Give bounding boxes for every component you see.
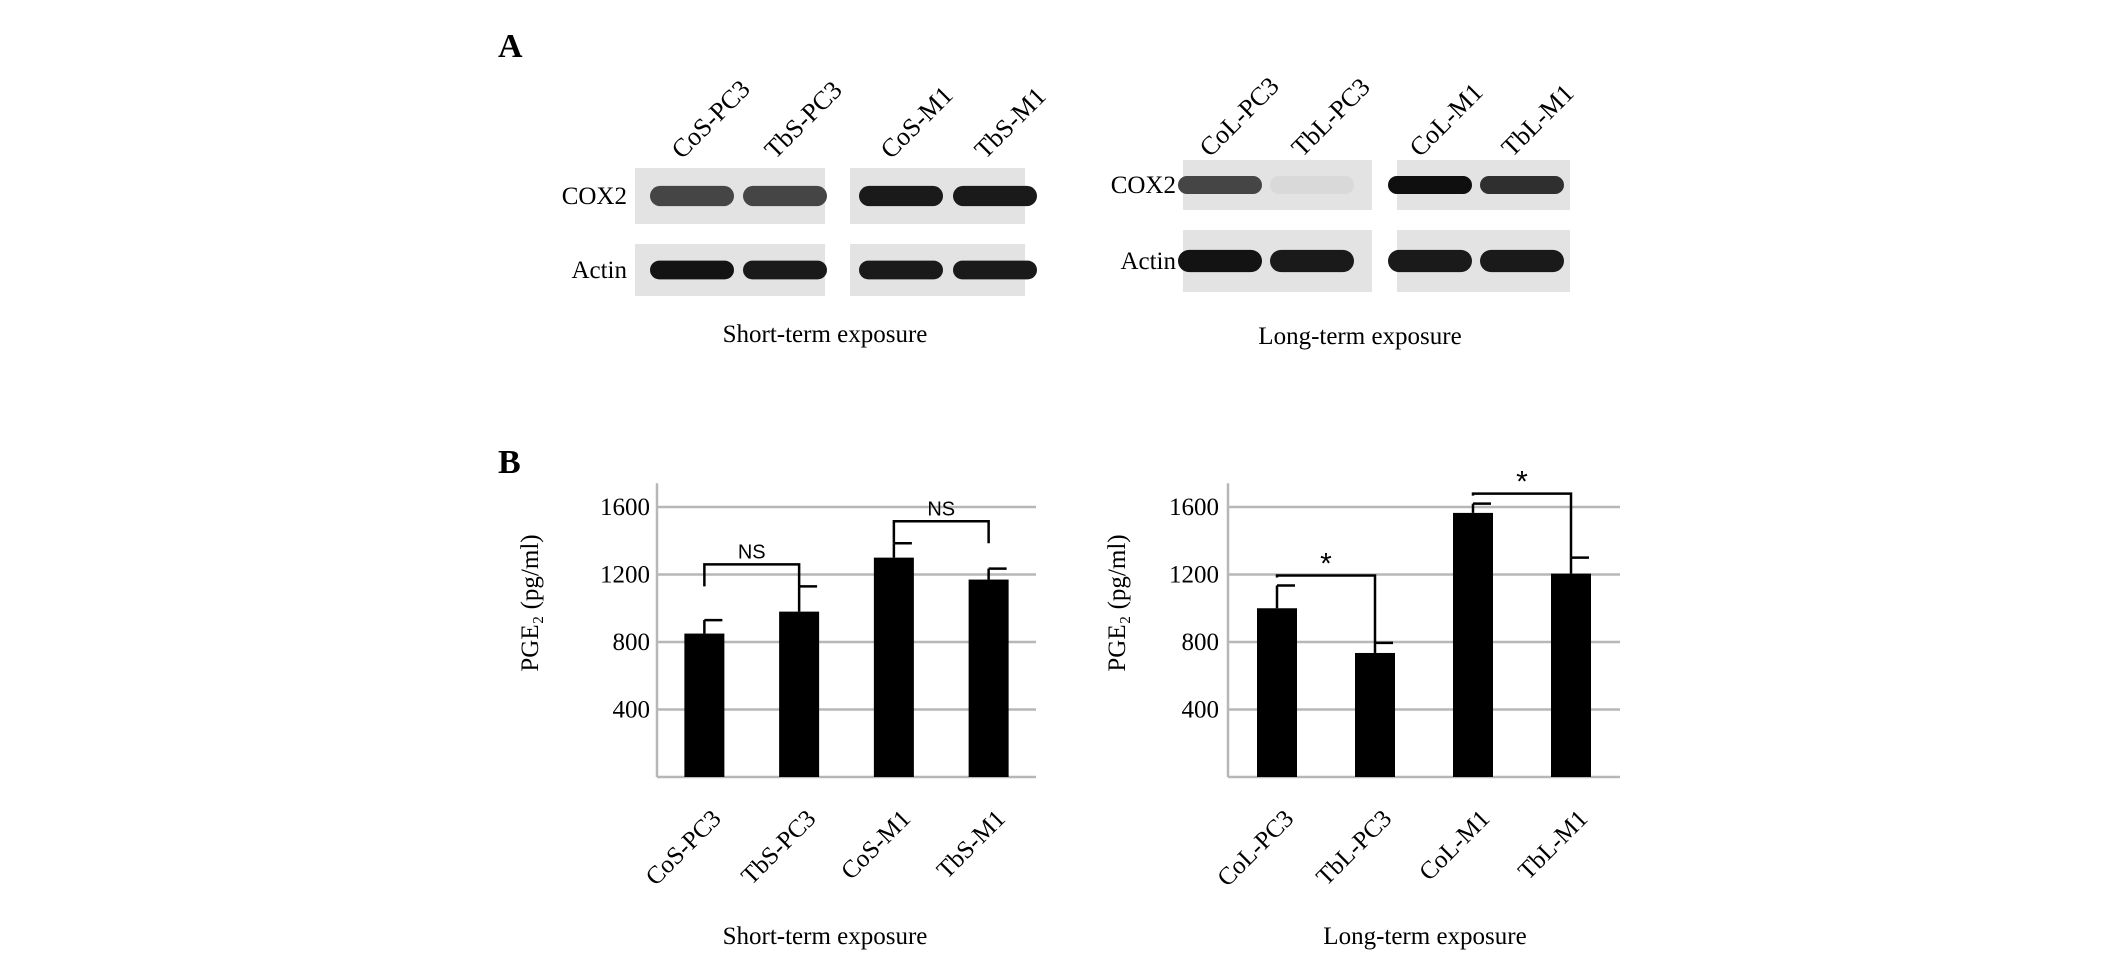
blot-band xyxy=(650,185,734,207)
blot-caption: Long-term exposure xyxy=(1258,323,1461,350)
bar xyxy=(1453,512,1493,777)
significance-bracket xyxy=(1275,574,1377,643)
y-tick-label: 400 xyxy=(1182,697,1220,724)
significance-label: * xyxy=(1516,466,1528,499)
bar xyxy=(684,633,725,777)
blot-band xyxy=(1178,176,1262,194)
blot-row-label: COX2 xyxy=(1111,172,1176,199)
blot-row-label: Actin xyxy=(1120,248,1176,275)
significance-label: NS xyxy=(927,498,955,520)
blot-lane-label: TbL-M1 xyxy=(1496,78,1580,162)
panel-b-letter: B xyxy=(498,444,521,481)
y-tick-label: 1200 xyxy=(1169,562,1219,589)
significance-label: NS xyxy=(738,541,766,563)
blot-lane-label: CoS-PC3 xyxy=(666,74,756,164)
blot-lane-label: TbS-PC3 xyxy=(759,75,848,164)
blot-lane-label: CoS-M1 xyxy=(875,80,959,164)
blot-lane-label: TbL-PC3 xyxy=(1286,72,1376,162)
blot-band xyxy=(1270,176,1354,194)
x-tick-label: CoL-PC3 xyxy=(1212,805,1299,892)
blot-lane-label: CoL-M1 xyxy=(1404,77,1489,162)
blot-band xyxy=(953,260,1037,280)
blot-band xyxy=(650,260,734,280)
western-blots: CoS-PC3 TbS-PC3 CoS-M1 TbS-M1 COX2 Actin Short… xyxy=(562,71,1580,350)
significance-label: * xyxy=(1320,547,1332,580)
blot-band xyxy=(1270,249,1354,273)
significance-bracket xyxy=(703,563,801,587)
y-tick-label: 1600 xyxy=(600,494,650,521)
y-tick-label: 400 xyxy=(613,697,651,724)
y-axis-label: PGE₂ (pg/ml) xyxy=(1104,534,1131,671)
significance-bracket xyxy=(1471,492,1573,558)
blot-band xyxy=(953,185,1037,207)
x-tick-label: CoS-PC3 xyxy=(641,805,727,891)
blot-lane-label: CoL-PC3 xyxy=(1194,71,1285,162)
x-tick-label: TbL-PC3 xyxy=(1311,805,1397,891)
blot-band xyxy=(1388,176,1472,194)
bar xyxy=(1551,573,1591,777)
x-tick-label: CoL-M1 xyxy=(1414,805,1495,886)
x-axis-label: Short-term exposure xyxy=(723,923,928,950)
y-tick-label: 800 xyxy=(613,629,651,656)
blot-row-label: Actin xyxy=(571,257,627,284)
bar xyxy=(779,611,820,777)
blot-caption: Short-term exposure xyxy=(723,321,928,348)
blot-band xyxy=(1480,249,1564,273)
blot-row-label: COX2 xyxy=(562,183,627,210)
bar-charts: 400 800 1200 1600 CoS-PC3 TbS-PC3 CoS-M1 TbS-M1… xyxy=(517,466,1620,950)
blot-1: CoS-PC3 TbS-PC3 CoS-M1 TbS-M1 COX2 Actin Short… xyxy=(562,74,1052,348)
x-tick-label: TbL-M1 xyxy=(1513,805,1593,885)
panel-a-letter: A xyxy=(498,28,523,65)
bar xyxy=(873,557,914,777)
chart-1: 400 800 1200 1600 CoS-PC3 TbS-PC3 CoS-M1 TbS-M1… xyxy=(517,483,1036,950)
blot-band xyxy=(743,185,827,207)
x-tick-label: CoS-M1 xyxy=(836,805,916,885)
x-tick-label: TbS-PC3 xyxy=(736,805,821,890)
blot-band xyxy=(1178,249,1262,273)
blot-lane-label: TbS-M1 xyxy=(969,81,1052,164)
blot-band xyxy=(859,185,943,207)
y-tick-label: 800 xyxy=(1182,629,1220,656)
x-axis-label: Long-term exposure xyxy=(1323,923,1526,950)
bar xyxy=(1355,652,1395,777)
blot-band xyxy=(1388,249,1472,273)
significance-bracket xyxy=(892,520,990,544)
y-tick-label: 1600 xyxy=(1169,494,1219,521)
chart-2: 400 800 1200 1600 CoL-PC3 TbL-PC3 CoL-M1 TbL-M1… xyxy=(1104,466,1620,950)
y-axis-label: PGE₂ (pg/ml) xyxy=(517,534,544,671)
bar xyxy=(1257,608,1297,777)
blot-band xyxy=(859,260,943,280)
blot-2: CoL-PC3 TbL-PC3 CoL-M1 TbL-M1 COX2 Actin Long-… xyxy=(1111,71,1580,350)
x-tick-label: TbS-M1 xyxy=(932,805,1011,884)
bar xyxy=(968,579,1009,777)
y-tick-label: 1200 xyxy=(600,562,650,589)
blot-band xyxy=(743,260,827,280)
blot-band xyxy=(1480,176,1564,194)
